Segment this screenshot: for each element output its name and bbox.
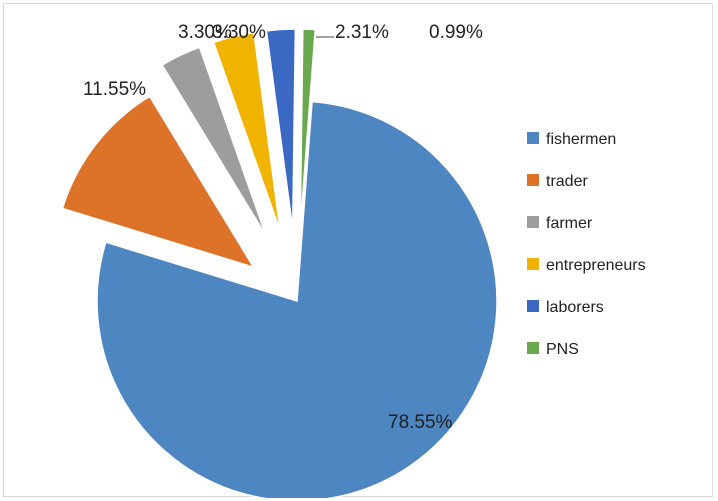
pie-slice-pns [299,28,317,230]
pie-slice-laborers [265,28,297,230]
data-label-fishermen: 78.55% [388,412,453,433]
legend-item-entrepreneurs: entrepreneurs [527,257,646,274]
legend-item-trader: trader [527,173,588,190]
data-label-pns: 0.99% [429,22,483,43]
legend-label-entrepreneurs: entrepreneurs [546,257,646,274]
legend-label-fishermen: fishermen [546,131,616,148]
legend-label-farmer: farmer [546,215,593,232]
pie-slice-farmer [161,46,267,237]
pie-slice-entrepreneurs [212,31,281,232]
legend-swatch-pns [527,342,539,354]
legend-swatch-farmer [527,216,539,228]
legend-swatch-trader [527,174,539,186]
pie-chart: 78.55% 11.55% 3.30%3.30% 2.31% 0.99% fisherm… [61,22,646,498]
legend-label-laborers: laborers [546,299,604,316]
data-label-entrepreneurs: 3.30% [212,22,266,43]
chart-frame: 78.55% 11.55% 3.30% 3.30% 2.31% 0.99% fisherm… [3,3,713,498]
data-label-farmer: 3.30% [178,22,232,43]
data-labels-layer: 78.55% 11.55% 3.30%3.30% 2.31% 0.99% [83,22,483,433]
data-label-trader: 11.55% [83,79,146,100]
legend-label-pns: PNS [546,341,579,358]
legend-swatch-laborers [527,300,539,312]
legend-swatch-fishermen [527,132,539,144]
pie-slice-trader [61,95,256,269]
legend-item-pns: PNS [527,341,579,358]
slices-layer [61,28,498,498]
legend-swatch-entrepreneurs [527,258,539,270]
pie-slice-fishermen [96,100,498,498]
legend: fishermen trader farmer entrepreneurs labore… [527,131,646,358]
legend-item-farmer: farmer [527,215,593,232]
legend-item-fishermen: fishermen [527,131,616,148]
data-label-laborers: 2.31% [335,22,389,43]
legend-item-laborers: laborers [527,299,604,316]
legend-label-trader: trader [546,173,588,190]
